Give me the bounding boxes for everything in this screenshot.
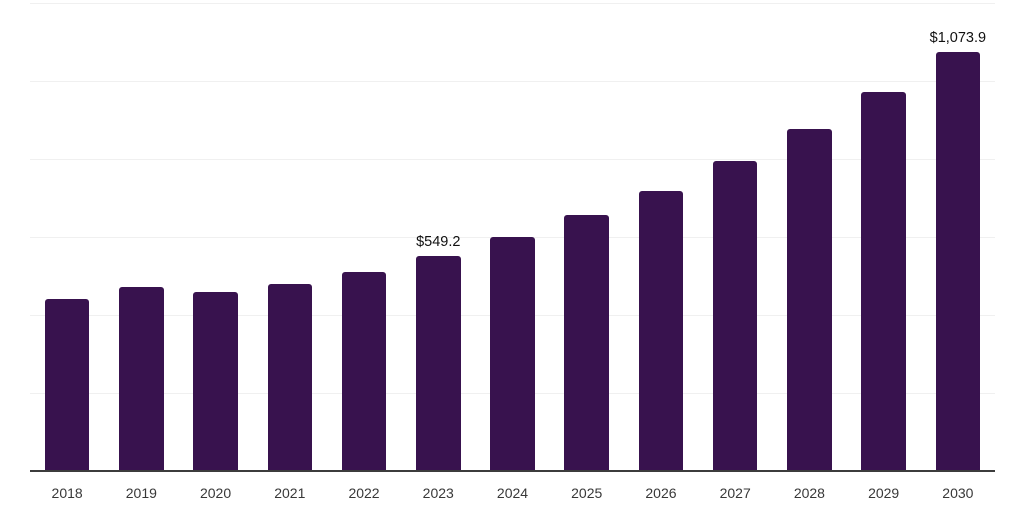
x-tick-label-2023: 2023 xyxy=(422,485,454,501)
x-tick-label-2030: 2030 xyxy=(942,485,974,501)
x-tick-label-2029: 2029 xyxy=(868,485,900,501)
data-label-2023: $549.2 xyxy=(416,234,461,251)
x-tick-label-2024: 2024 xyxy=(496,485,529,501)
data-label-2030: $1,073.9 xyxy=(929,29,987,46)
gridline-600 xyxy=(30,236,995,238)
x-tick-label-2020: 2020 xyxy=(199,485,232,501)
bar-2021 xyxy=(267,284,313,471)
x-tick-label-2026: 2026 xyxy=(645,485,677,501)
x-tick-label-2021: 2021 xyxy=(274,485,306,501)
x-tick-label-2025: 2025 xyxy=(571,485,603,501)
x-tick-label-2027: 2027 xyxy=(719,485,751,501)
bar-2028 xyxy=(787,129,832,471)
gridline-1000 xyxy=(30,80,995,82)
bar-2029 xyxy=(861,91,906,471)
bar-2030 xyxy=(935,51,981,471)
x-tick-label-2022: 2022 xyxy=(348,485,380,501)
bar-2023 xyxy=(416,256,461,471)
bar-2022 xyxy=(341,272,387,471)
bar-2020 xyxy=(193,292,238,471)
bar-2026 xyxy=(638,190,684,471)
bar-2018 xyxy=(44,298,90,471)
x-tick-label-2028: 2028 xyxy=(793,485,825,501)
bar-2027 xyxy=(712,160,758,471)
gridline-1200 xyxy=(30,2,995,4)
x-tick-label-2019: 2019 xyxy=(125,485,157,501)
bar-2025 xyxy=(564,215,609,471)
gridline-800 xyxy=(30,158,995,160)
bar-2024 xyxy=(490,237,535,471)
x-axis-line xyxy=(30,470,995,472)
x-tick-label-2018: 2018 xyxy=(51,485,83,501)
bar-2019 xyxy=(119,287,164,471)
